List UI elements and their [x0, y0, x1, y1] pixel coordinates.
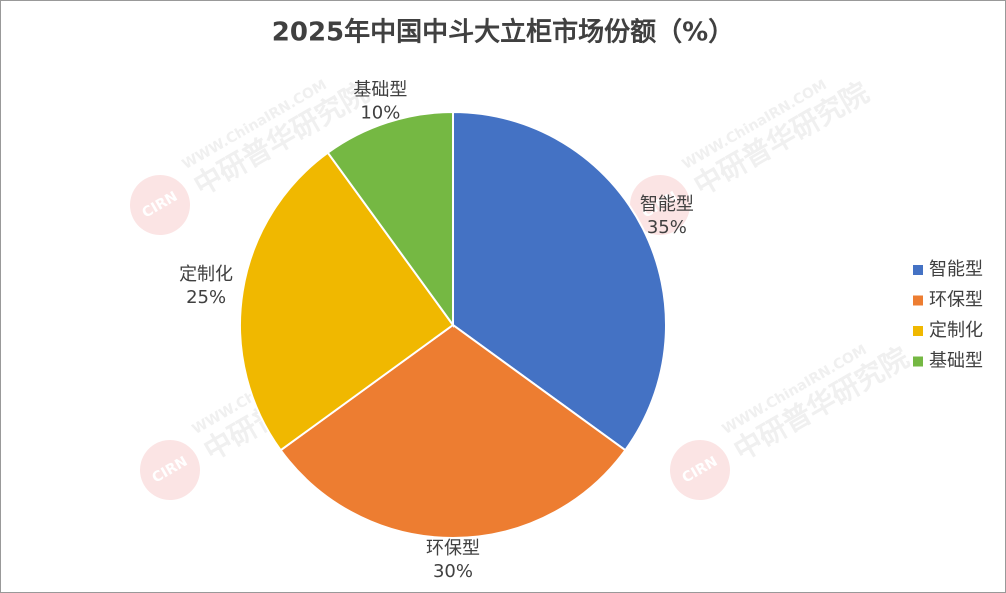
slice-value: 35%	[647, 217, 687, 238]
watermark-logo-circle	[140, 440, 200, 500]
slice-value: 25%	[186, 287, 226, 308]
legend-swatch	[913, 356, 923, 367]
pie-slice	[239, 151, 455, 452]
chart-title: 2025年中国中斗大立柜市场份额（%）	[272, 17, 734, 48]
legend-swatch	[913, 326, 923, 336]
legend-swatch	[913, 265, 923, 275]
watermark-logo-circle	[130, 175, 190, 235]
pie-slice	[452, 110, 667, 452]
watermark-logo-circle	[630, 175, 690, 235]
watermark-logo-circle	[670, 440, 730, 500]
pie	[239, 110, 667, 539]
slice-value: 30%	[433, 561, 473, 582]
slice-value: 10%	[360, 103, 400, 124]
pie-slice	[326, 110, 454, 329]
slice-category: 定制化	[179, 264, 233, 285]
pie-slice	[279, 323, 627, 539]
legend-swatch	[913, 295, 923, 306]
legend-label: 定制化	[929, 320, 983, 341]
slice-category: 智能型	[640, 194, 694, 215]
legend-label: 基础型	[929, 351, 983, 372]
slice-category: 环保型	[426, 538, 480, 559]
legend-label: 环保型	[929, 290, 983, 311]
legend-label: 智能型	[929, 259, 983, 280]
slice-category: 基础型	[353, 80, 407, 101]
